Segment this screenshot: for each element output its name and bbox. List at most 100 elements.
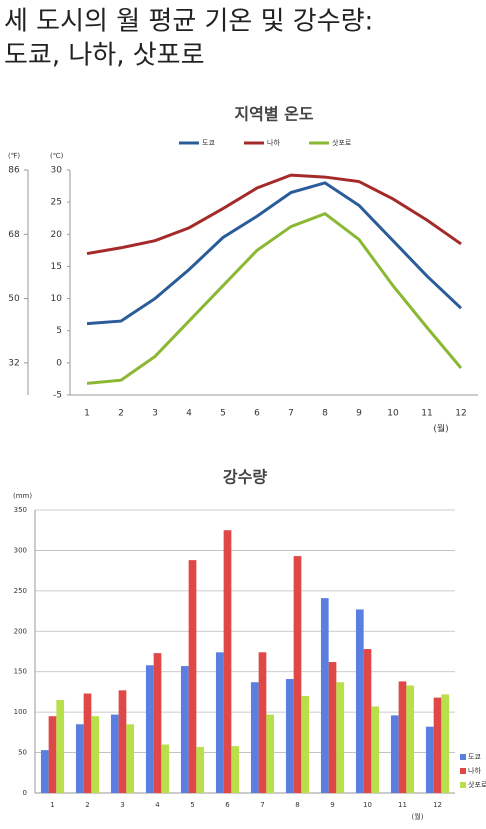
x-tick-label: 6: [225, 801, 230, 809]
bar: [188, 560, 197, 793]
y-tick-label: 100: [14, 708, 27, 716]
page-title: 세 도시의 월 평균 기온 및 강수량:: [4, 7, 373, 37]
bar: [371, 706, 380, 793]
bar: [83, 693, 92, 793]
bar: [40, 750, 49, 793]
y2-tick-label: 50: [8, 294, 20, 304]
y2-tick-label: 86: [8, 166, 20, 176]
bar: [48, 716, 57, 793]
x-tick-label: 5: [190, 801, 194, 809]
y-tick-label: 150: [14, 668, 27, 676]
y-tick-label: 50: [18, 749, 27, 757]
bar: [118, 690, 127, 793]
y2-axis-label: (℉): [8, 152, 20, 160]
x-tick-label: 8: [295, 801, 299, 809]
bar: [441, 694, 450, 793]
bar: [110, 714, 119, 793]
bar: [126, 724, 135, 793]
chart-title: 강수량: [223, 468, 267, 487]
y-tick-label: 0: [23, 789, 27, 797]
y-tick-label: -5: [53, 391, 62, 401]
bar: [425, 726, 434, 793]
bar: [75, 724, 84, 793]
legend-label: 삿포로: [332, 138, 352, 147]
bar: [145, 665, 154, 793]
x-tick-label: 4: [186, 409, 192, 419]
x-axis-label: (월): [433, 423, 448, 435]
x-tick-label: 3: [120, 801, 124, 809]
bar: [56, 700, 65, 793]
bar: [336, 682, 345, 793]
bar: [406, 685, 415, 793]
legend-swatch: [460, 754, 466, 760]
y2-tick-label: 68: [8, 230, 20, 240]
x-tick-label: 11: [421, 409, 432, 419]
y-axis-label: (℃): [50, 152, 64, 160]
line-series: [86, 173, 462, 256]
bar: [328, 662, 337, 793]
bar: [223, 530, 232, 793]
bar: [196, 746, 205, 793]
x-tick-label: 10: [387, 409, 399, 419]
bar: [180, 666, 189, 793]
x-tick-label: 5: [220, 409, 226, 419]
legend-label: 도쿄: [468, 753, 481, 761]
bar: [398, 681, 407, 793]
x-tick-label: 8: [322, 409, 328, 419]
x-tick-label: 12: [455, 409, 466, 419]
line-series: [86, 212, 463, 385]
x-axis-label: (월): [412, 812, 424, 821]
y-tick-label: 0: [56, 358, 62, 368]
x-tick-label: 4: [155, 801, 160, 809]
x-tick-label: 12: [433, 801, 442, 809]
x-tick-label: 9: [356, 409, 362, 419]
bar: [433, 697, 442, 793]
x-tick-label: 1: [84, 409, 90, 419]
bar: [363, 649, 372, 793]
bar: [231, 746, 240, 793]
y-tick-label: 350: [14, 506, 27, 514]
x-tick-label: 7: [260, 801, 264, 809]
bar: [250, 682, 259, 793]
y-tick-label: 5: [56, 326, 62, 336]
bar: [161, 744, 170, 793]
page-title: 도쿄, 나하, 삿포로: [4, 41, 205, 71]
x-tick-label: 9: [330, 801, 334, 809]
bar: [153, 653, 162, 793]
bar: [285, 678, 294, 793]
chart-title: 지역별 온도: [234, 105, 313, 124]
y-tick-label: 25: [51, 198, 62, 208]
line-series: [86, 181, 463, 326]
legend-label: 나하: [267, 138, 280, 147]
bar: [293, 556, 302, 793]
y-tick-label: 30: [51, 166, 63, 176]
x-tick-label: 7: [288, 409, 294, 419]
y-tick-label: 200: [14, 627, 27, 635]
x-tick-label: 11: [398, 801, 407, 809]
legend-swatch: [460, 782, 466, 788]
bar: [301, 695, 310, 793]
y-tick-label: 10: [51, 294, 63, 304]
bar: [320, 598, 329, 793]
x-tick-label: 1: [50, 801, 54, 809]
y-tick-label: 15: [51, 262, 62, 272]
y-tick-label: 20: [51, 230, 63, 240]
bar: [215, 652, 224, 793]
x-tick-label: 2: [118, 409, 124, 419]
bar: [258, 652, 267, 793]
bar: [390, 715, 399, 793]
legend-label: 도쿄: [202, 139, 215, 147]
x-tick-label: 10: [363, 801, 372, 809]
x-tick-label: 3: [152, 409, 158, 419]
legend-label: 나하: [468, 766, 481, 775]
bar: [355, 609, 364, 793]
x-tick-label: 2: [85, 801, 89, 809]
bar: [266, 714, 275, 793]
bar: [91, 716, 100, 793]
y2-tick-label: 32: [8, 358, 19, 368]
x-tick-label: 6: [254, 409, 260, 419]
legend-label: 삿포로: [468, 780, 486, 789]
y-tick-label: 250: [14, 587, 27, 595]
y-tick-label: 300: [14, 546, 27, 554]
